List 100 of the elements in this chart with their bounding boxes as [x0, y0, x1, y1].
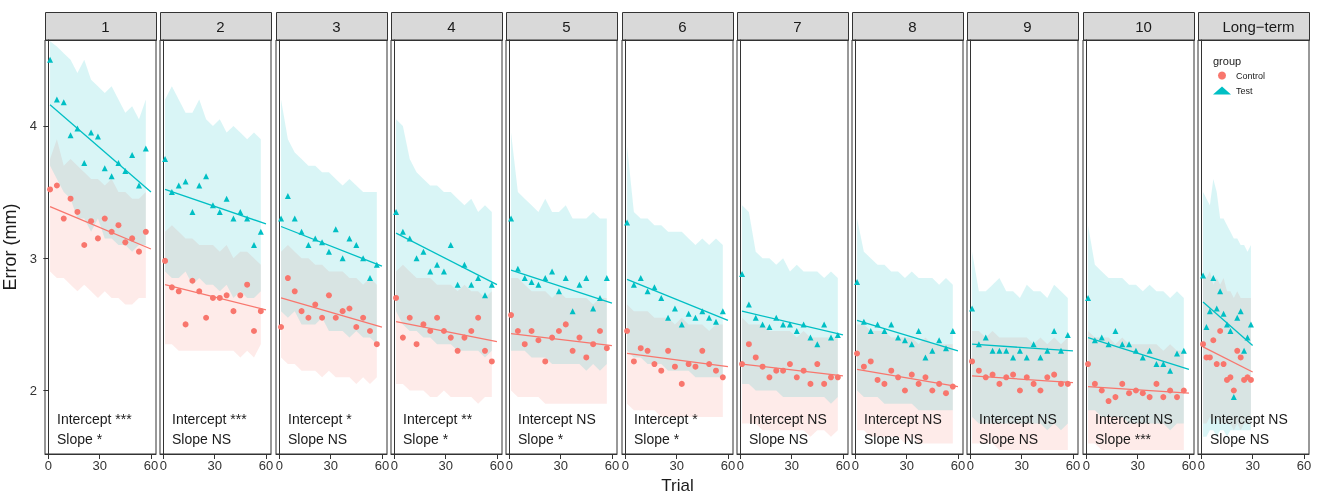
- point: [352, 242, 359, 249]
- chart-title: Long−term: [1222, 18, 1295, 35]
- point: [176, 288, 183, 295]
- point: [339, 308, 346, 315]
- point: [949, 327, 956, 334]
- annotation: Slope *: [57, 431, 103, 447]
- point: [298, 308, 305, 315]
- point: [800, 367, 807, 374]
- point: [284, 193, 291, 200]
- point: [203, 173, 210, 180]
- point: [712, 367, 719, 374]
- point: [807, 380, 814, 387]
- point: [189, 208, 196, 215]
- point: [475, 275, 482, 282]
- point: [352, 324, 359, 331]
- point: [528, 327, 535, 334]
- point: [488, 281, 495, 288]
- annotation: Intercept NS: [1210, 411, 1288, 427]
- annotation: Intercept *: [633, 411, 698, 427]
- point: [454, 281, 461, 288]
- x-tick-label: 0: [505, 458, 514, 473]
- point: [1241, 347, 1248, 354]
- x-tick-label: 30: [92, 458, 107, 473]
- point: [189, 277, 196, 284]
- point: [976, 367, 983, 374]
- point: [698, 347, 705, 354]
- point: [766, 374, 773, 381]
- point: [664, 314, 671, 321]
- point: [895, 374, 902, 381]
- point: [305, 314, 311, 321]
- point: [122, 239, 129, 246]
- point: [644, 347, 651, 354]
- x-tick-label: 60: [489, 458, 505, 473]
- point: [251, 327, 258, 334]
- point: [996, 380, 1003, 387]
- point: [1065, 331, 1072, 338]
- point: [738, 271, 745, 278]
- point: [1210, 337, 1217, 344]
- x-tick-label: 30: [207, 458, 223, 473]
- point: [277, 324, 284, 331]
- point: [311, 301, 318, 308]
- point: [508, 312, 515, 319]
- x-tick-label: 0: [390, 458, 398, 473]
- point: [481, 292, 488, 299]
- point: [284, 275, 291, 282]
- point: [406, 314, 413, 321]
- point: [590, 341, 597, 348]
- point: [895, 334, 902, 341]
- point: [230, 308, 237, 315]
- x-tick-label: 0: [44, 458, 52, 473]
- point: [549, 334, 556, 341]
- point: [1180, 387, 1187, 394]
- point: [210, 294, 217, 301]
- point: [1217, 327, 1224, 334]
- point: [834, 374, 841, 381]
- legend-label: Control: [1236, 70, 1266, 81]
- point: [1220, 361, 1227, 368]
- point: [461, 261, 468, 268]
- point: [996, 347, 1003, 354]
- point: [115, 222, 122, 229]
- annotation: Intercept ***: [57, 411, 133, 427]
- point: [569, 347, 576, 354]
- point: [115, 160, 122, 167]
- point: [515, 327, 522, 334]
- point: [1003, 374, 1010, 381]
- x-tick-label: 0: [621, 458, 629, 473]
- point: [346, 305, 353, 312]
- point: [597, 294, 604, 301]
- point: [983, 334, 990, 341]
- point: [604, 275, 611, 282]
- point: [1058, 347, 1065, 354]
- point: [1091, 380, 1098, 387]
- point: [556, 327, 563, 334]
- point: [291, 288, 298, 295]
- x-tick-label: 0: [160, 458, 168, 473]
- point: [1003, 347, 1010, 354]
- point: [712, 318, 719, 325]
- point: [47, 186, 54, 193]
- point: [1153, 380, 1160, 387]
- point: [1051, 327, 1058, 334]
- x-tick-label: 60: [604, 458, 620, 473]
- point: [1084, 294, 1091, 301]
- point: [644, 288, 651, 295]
- point: [74, 208, 81, 215]
- x-tick-label: 30: [899, 458, 914, 473]
- point: [1084, 361, 1091, 368]
- point: [81, 160, 88, 167]
- point: [936, 380, 943, 387]
- point: [366, 275, 373, 282]
- x-tick-label: 30: [668, 458, 684, 473]
- point: [468, 327, 475, 334]
- point: [217, 208, 224, 215]
- point: [685, 310, 692, 317]
- point: [902, 337, 909, 344]
- point: [1044, 347, 1051, 354]
- point: [867, 358, 874, 365]
- point: [481, 347, 488, 354]
- point: [298, 228, 305, 235]
- point: [1237, 308, 1244, 315]
- chart-title: 4: [447, 18, 456, 35]
